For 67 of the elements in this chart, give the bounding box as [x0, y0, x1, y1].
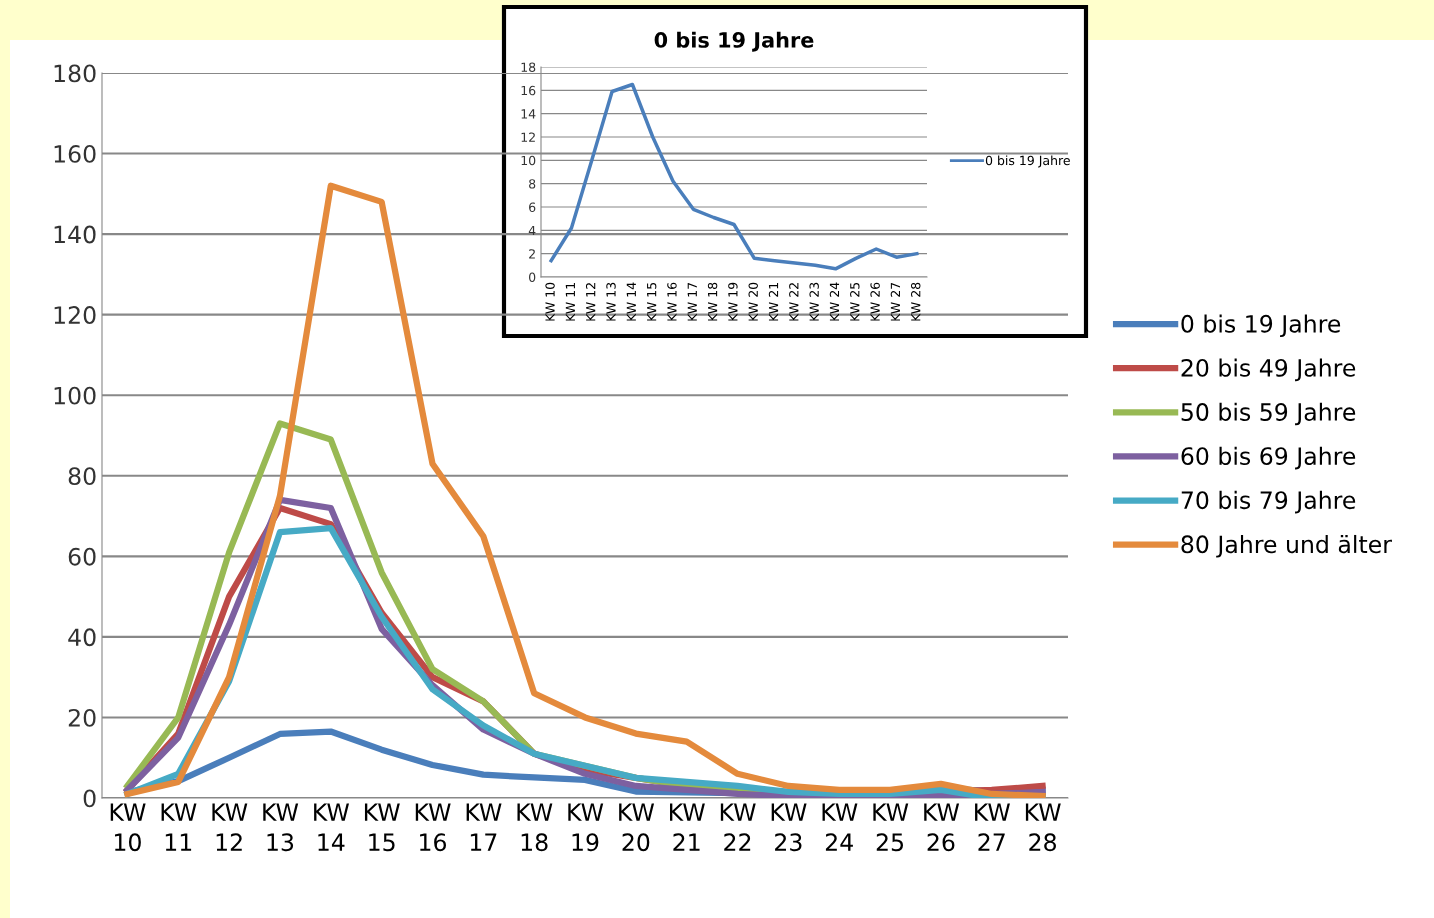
x-tick-label: KW 19	[728, 282, 738, 321]
y-tick-label: 0	[83, 789, 96, 808]
x-tick-label: KW 24	[822, 803, 858, 851]
x-tick-label: KW 20	[619, 803, 655, 852]
x-tick-label: KW 18	[707, 282, 718, 321]
legend-label: 70 bis 79 Jahre	[1181, 490, 1356, 514]
x-tick-label: KW 21	[768, 283, 779, 321]
x-tick-label: KW 28	[1025, 803, 1061, 852]
y-tick-label: 12	[521, 132, 535, 142]
legend-label: 0 bis 19 Jahre	[1181, 314, 1341, 338]
x-tick-label: KW 21	[670, 803, 705, 851]
y-tick-label: 20	[68, 708, 96, 727]
y-tick-label: 60	[68, 547, 96, 566]
x-tick-label: KW 15	[364, 803, 400, 852]
x-tick-label: KW 26	[870, 282, 880, 321]
x-tick-label: KW 27	[975, 803, 1010, 851]
y-tick-label: 18	[521, 62, 536, 72]
x-tick-label: KW 12	[585, 283, 596, 321]
y-tick-label: 120	[54, 306, 96, 324]
x-tick-label: KW 22	[720, 803, 756, 851]
y-tick-label: 180	[54, 64, 96, 83]
y-tick-label: 4	[528, 225, 536, 236]
y-tick-label: 8	[529, 179, 536, 189]
legend-label: 50 bis 59 Jahre	[1181, 402, 1356, 426]
y-tick-label: 16	[521, 85, 536, 96]
legend-label: 60 bis 69 Jahre	[1181, 446, 1356, 470]
x-tick-label: KW 26	[924, 803, 960, 852]
legend-label: 20 bis 49 Jahre	[1181, 358, 1356, 382]
y-tick-label: 14	[521, 109, 536, 119]
x-tick-label: KW 18	[517, 803, 553, 852]
x-tick-label: KW 22	[789, 283, 799, 321]
x-tick-label: KW 15	[647, 282, 657, 321]
y-tick-label: 2	[529, 249, 535, 259]
x-tick-label: KW 12	[212, 803, 248, 851]
y-tick-label: 100	[54, 386, 96, 405]
x-tick-label: KW 24	[829, 282, 840, 321]
x-tick-label: KW 10	[110, 803, 146, 852]
x-tick-label: KW 10	[545, 282, 555, 321]
y-tick-label: 160	[54, 145, 96, 163]
x-tick-label: KW 11	[161, 803, 197, 851]
legend-label: 0 bis 19 Jahre	[985, 155, 1070, 168]
x-tick-label: KW 13	[263, 803, 299, 852]
y-tick-label: 6	[529, 202, 536, 212]
x-tick-label: KW 25	[873, 803, 909, 852]
y-tick-label: 40	[68, 628, 96, 647]
x-tick-label: KW 23	[809, 282, 819, 321]
y-tick-label: 140	[54, 225, 96, 244]
x-tick-label: KW 14	[626, 282, 636, 321]
x-tick-label: KW 27	[890, 282, 900, 321]
x-tick-label: KW 17	[687, 282, 697, 321]
x-tick-label: KW 17	[466, 803, 502, 851]
x-tick-label: KW 14	[314, 803, 349, 851]
x-tick-label: KW 13	[606, 282, 616, 321]
x-tick-label: KW 28	[911, 282, 921, 321]
y-tick-label: 0	[529, 272, 536, 282]
chart-title: 0 bis 19 Jahre	[654, 31, 814, 52]
x-tick-label: KW 11	[565, 283, 575, 321]
line-series	[549, 82, 919, 271]
y-tick-label: 10	[521, 155, 536, 166]
x-tick-label: KW 20	[748, 282, 758, 321]
x-tick-label: KW 16	[415, 803, 451, 852]
y-tick-label: 80	[68, 467, 96, 486]
x-tick-label: KW 16	[667, 282, 677, 321]
legend-label: 80 Jahre und älter	[1181, 534, 1392, 558]
x-tick-label: KW 25	[850, 282, 860, 321]
x-tick-label: KW 23	[771, 803, 807, 852]
x-tick-label: KW 19	[568, 803, 604, 852]
